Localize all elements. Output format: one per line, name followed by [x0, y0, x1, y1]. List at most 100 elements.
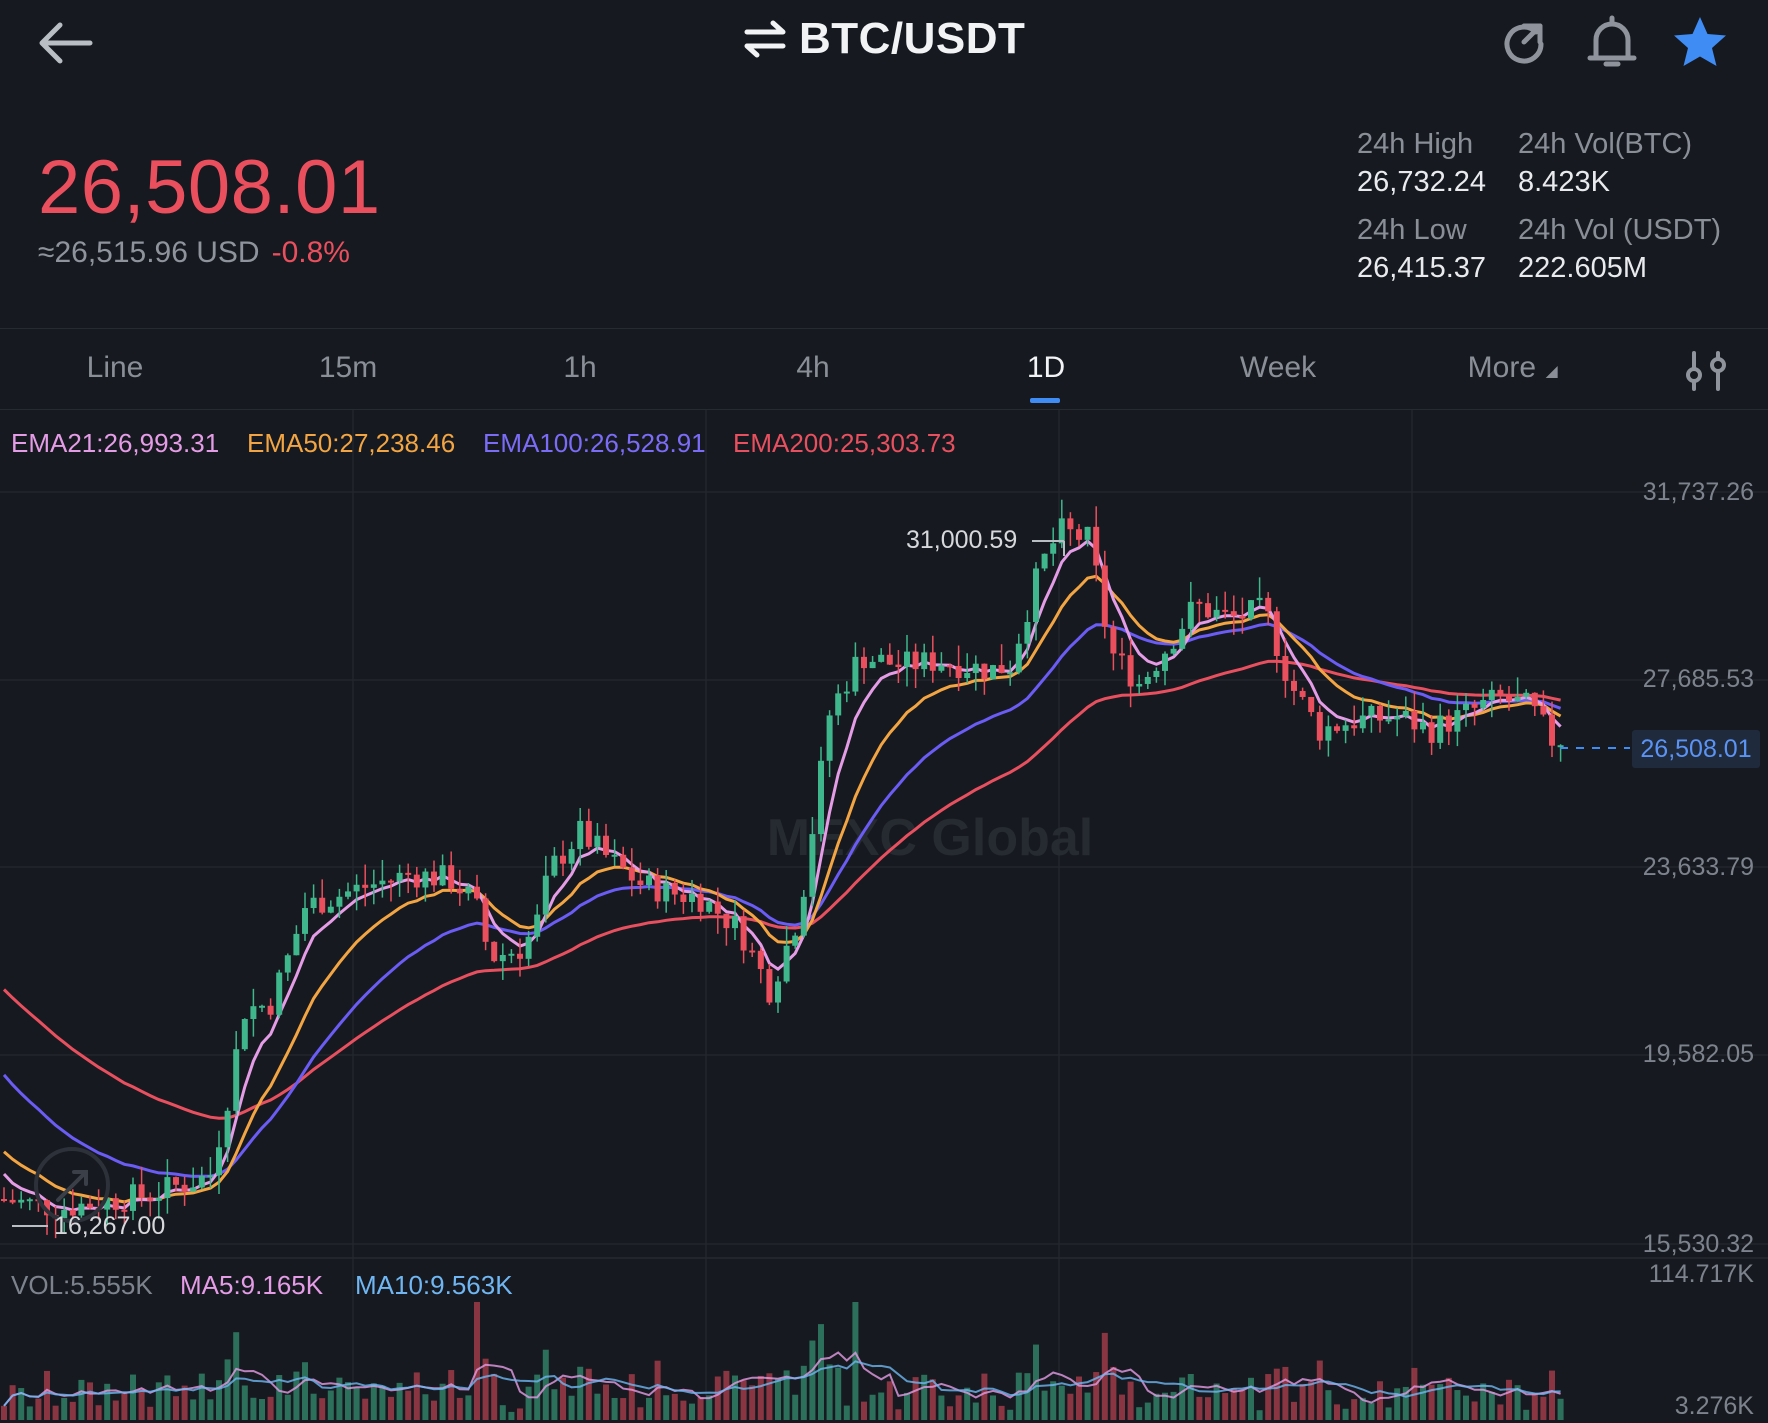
- candle-body-16: [138, 1184, 145, 1198]
- volume-bar-28: [241, 1385, 248, 1420]
- candle-body-86: [740, 916, 747, 951]
- volume-bar-110: [947, 1406, 953, 1420]
- volume-bar-169: [1454, 1390, 1461, 1420]
- candle-body-89: [766, 969, 773, 1003]
- pair-name: BTC/USDT: [799, 14, 1026, 63]
- volume-bar-165: [1420, 1384, 1426, 1420]
- candle-body-165: [1420, 722, 1426, 730]
- candle-body-73: [628, 867, 635, 881]
- candle-body-101: [869, 661, 876, 669]
- caret-down-icon: [1545, 366, 1558, 378]
- volume-bar-109: [938, 1395, 945, 1420]
- volume-bar-41: [353, 1387, 360, 1420]
- volume-bar-141: [1213, 1383, 1220, 1420]
- draw-tool-icon[interactable]: [34, 1147, 110, 1223]
- candle-body-111: [955, 665, 962, 679]
- refresh-button[interactable]: [1496, 16, 1552, 72]
- vol-btc-value: 8.423K: [1518, 166, 1610, 198]
- candle-body-174: [1497, 689, 1504, 695]
- usd-approx-price: ≈26,515.96 USD: [38, 236, 260, 269]
- back-button[interactable]: [34, 18, 96, 68]
- candle-body-110: [947, 665, 953, 668]
- favorite-button[interactable]: [1670, 14, 1730, 72]
- tab-week[interactable]: Week: [1239, 351, 1317, 384]
- candle-body-161: [1385, 719, 1392, 722]
- candle-body-57: [491, 941, 498, 962]
- candle-body-125: [1076, 529, 1082, 540]
- vol-ma5-line: [3, 1351, 1561, 1407]
- candlestick-chart[interactable]: MEXC Global: [0, 410, 1768, 1423]
- volume-bar-85: [732, 1375, 738, 1420]
- tab-1d[interactable]: 1D: [1026, 351, 1066, 384]
- volume-bar-128: [1101, 1332, 1108, 1420]
- tab-1h[interactable]: 1h: [563, 351, 597, 384]
- volume-bar-154: [1325, 1390, 1332, 1420]
- volume-bar-47: [405, 1390, 412, 1420]
- volume-bar-13: [112, 1400, 119, 1420]
- interval-tabbar: Line 15m 1h 4h 1D Week More: [0, 328, 1768, 410]
- candle-body-160: [1377, 705, 1383, 721]
- pair-title[interactable]: BTC/USDT: [0, 14, 1768, 74]
- volume-bar-136: [1170, 1391, 1177, 1420]
- volume-bar-63: [542, 1349, 549, 1420]
- volume-bar-174: [1497, 1404, 1504, 1420]
- candle-body-149: [1282, 655, 1289, 681]
- candle-body-70: [603, 835, 609, 856]
- volume-bar-23: [198, 1373, 205, 1420]
- volume-bar-50: [431, 1400, 437, 1420]
- candle-body-65: [560, 855, 566, 864]
- candle-body-122: [1050, 543, 1057, 554]
- candle-body-100: [861, 656, 867, 669]
- candle-body-175: [1506, 694, 1512, 701]
- candle-body-129: [1110, 626, 1117, 654]
- volume-bar-168: [1445, 1377, 1452, 1420]
- volume-bar-2: [18, 1388, 25, 1420]
- price-alert-button[interactable]: [1584, 14, 1640, 72]
- candle-body-145: [1248, 600, 1254, 619]
- volume-bar-42: [362, 1398, 369, 1420]
- volume-bar-36: [310, 1393, 317, 1420]
- candle-body-123: [1058, 518, 1065, 544]
- volume-bar-34: [293, 1371, 300, 1420]
- volume-bar-56: [482, 1358, 489, 1420]
- candle-body-74: [637, 880, 644, 886]
- candle-body-113: [972, 663, 979, 674]
- candle-body-147: [1265, 597, 1272, 612]
- y-label-5: 15,530.32: [1642, 1230, 1754, 1258]
- candle-body-44: [379, 880, 386, 885]
- candle-body-133: [1144, 677, 1151, 684]
- volume-bar-130: [1119, 1394, 1125, 1420]
- volume-bar-98: [843, 1405, 850, 1420]
- indicator-settings-icon[interactable]: [1682, 349, 1730, 393]
- candle-body-137: [1179, 628, 1186, 649]
- volume-bar-145: [1248, 1377, 1254, 1420]
- candle-body-54: [465, 886, 472, 894]
- candle-body-162: [1394, 716, 1401, 720]
- volume-bar-158: [1359, 1397, 1366, 1420]
- volume-bar-79: [680, 1400, 687, 1420]
- candle-body-63: [542, 875, 549, 915]
- tab-4h[interactable]: 4h: [796, 351, 830, 384]
- volume-bar-175: [1506, 1379, 1512, 1420]
- volume-bar-123: [1058, 1385, 1065, 1420]
- volume-bar-40: [345, 1382, 351, 1420]
- volume-bar-86: [740, 1380, 747, 1420]
- swap-arrows-icon: [744, 20, 786, 58]
- tab-line[interactable]: Line: [86, 351, 144, 384]
- y-label-4: 19,582.05: [1642, 1040, 1754, 1068]
- candle-body-43: [370, 884, 377, 888]
- tab-15m[interactable]: 15m: [318, 351, 378, 384]
- candle-body-96: [826, 715, 833, 761]
- bell-icon: [1587, 15, 1637, 67]
- vol-top-label: 114.717K: [1648, 1260, 1754, 1288]
- candle-body-42: [362, 884, 369, 888]
- volume-bar-100: [861, 1401, 867, 1420]
- volume-bar-75: [646, 1397, 652, 1420]
- candle-body-53: [456, 888, 463, 894]
- candle-body-128: [1101, 565, 1108, 627]
- tab-more[interactable]: More: [1468, 351, 1559, 385]
- candle-body-32: [276, 972, 283, 1015]
- candle-body-168: [1445, 715, 1452, 732]
- volume-bar-157: [1351, 1399, 1358, 1420]
- volume-bar-112: [964, 1387, 971, 1420]
